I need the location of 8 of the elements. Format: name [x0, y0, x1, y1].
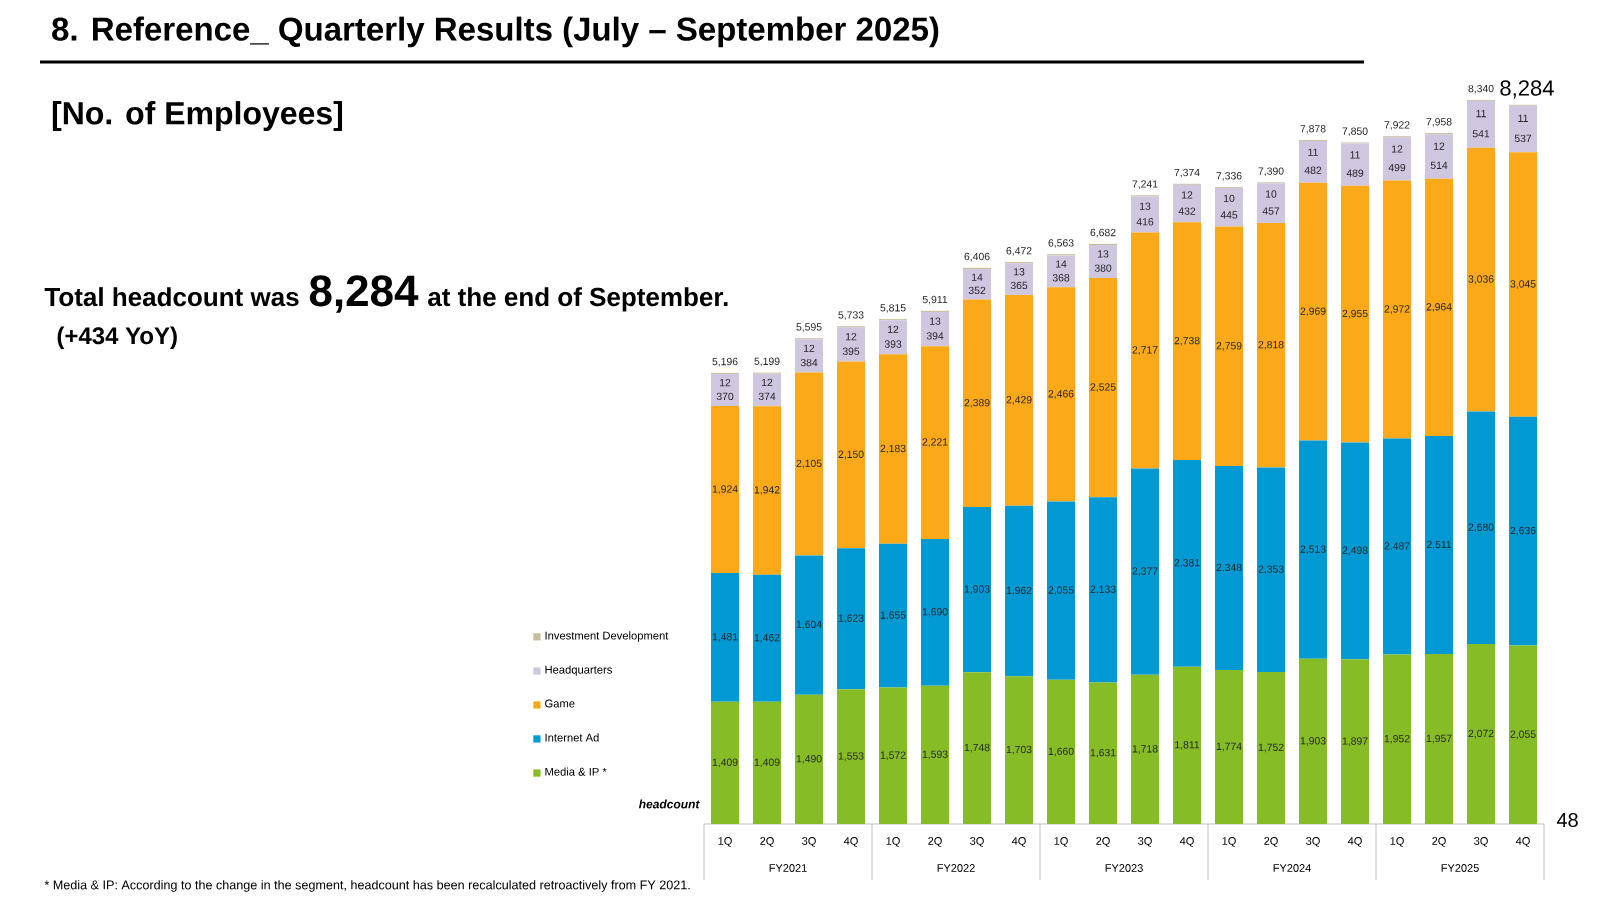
annotation: at the end of September.: [428, 287, 728, 312]
total-label: 8,284: [1500, 80, 1554, 99]
text: 8,284: [309, 275, 419, 313]
text: [No. of Employees]: [52, 101, 343, 131]
chart-title: 8. Reference_ Quarterly Results (July – September 2025): [52, 16, 939, 48]
text: (+434 YoY): [57, 326, 177, 349]
text: Total headcount was: [44, 287, 299, 307]
text: 48: [1556, 812, 1578, 828]
